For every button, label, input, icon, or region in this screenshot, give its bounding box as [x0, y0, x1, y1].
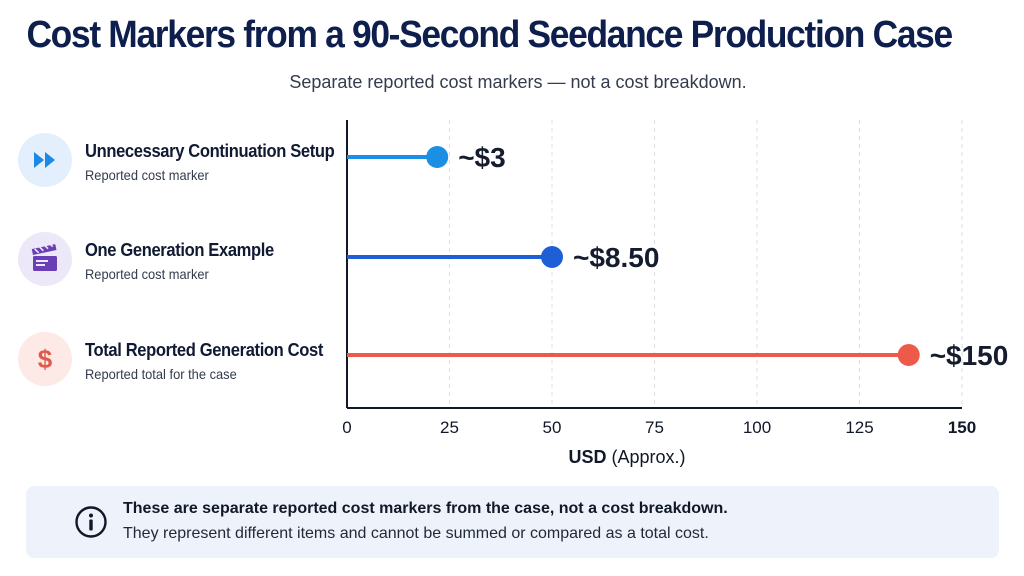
lollipop-dot	[897, 344, 920, 366]
note-line-1: These are separate reported cost markers…	[123, 500, 728, 517]
row-subtitle: Reported cost marker	[85, 266, 209, 282]
x-tick-label: 50	[543, 418, 562, 437]
x-tick-label: 0	[342, 418, 351, 437]
clapperboard-icon	[31, 242, 57, 271]
row-title: Unnecessary Continuation Setup	[85, 141, 335, 161]
lollipop-chart: 0 25 50 75 100 125 150 USD (Approx.) ~$3 ~$8.50 ~$…	[342, 120, 1009, 467]
x-axis-title: USD (Approx.)	[568, 447, 685, 467]
dollar-icon: $	[38, 344, 53, 374]
row-subtitle: Reported cost marker	[85, 167, 209, 183]
info-icon	[75, 506, 107, 538]
lollipop-dot	[426, 146, 449, 168]
x-tick-label: 150	[948, 418, 976, 437]
row-title: Total Reported Generation Cost	[85, 340, 323, 360]
fast-forward-icon	[34, 152, 55, 168]
lollipop-dot	[541, 246, 563, 268]
chart-subtitle: Separate reported cost markers — not a c…	[289, 72, 747, 92]
chart-title: Cost Markers from a 90-Second Seedance P…	[26, 14, 953, 56]
info-note: These are separate reported cost markers…	[26, 486, 999, 558]
data-label: ~$150	[930, 340, 1009, 371]
x-tick-label: 125	[845, 418, 873, 437]
x-tick-label: 100	[743, 418, 771, 437]
data-label: ~$3	[458, 142, 506, 173]
badge-dollar: $	[18, 332, 72, 386]
badge-fast-forward	[18, 133, 72, 187]
row-subtitle: Reported total for the case	[85, 366, 237, 382]
row-title: One Generation Example	[85, 240, 274, 260]
note-line-2: They represent different items and canno…	[123, 525, 709, 542]
svg-text:$: $	[38, 344, 53, 374]
badge-clapperboard	[18, 232, 72, 286]
x-tick-label: 25	[440, 418, 459, 437]
data-label: ~$8.50	[573, 242, 659, 273]
x-tick-label: 75	[645, 418, 664, 437]
